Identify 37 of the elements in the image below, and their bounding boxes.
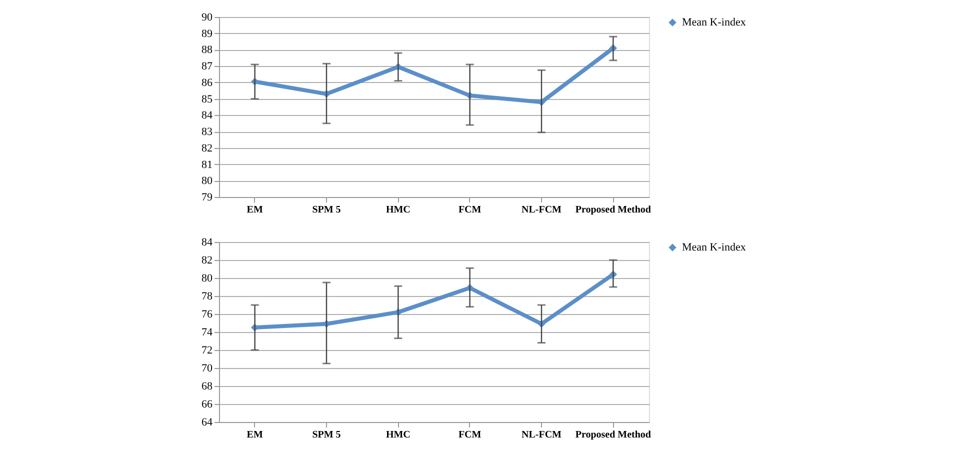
x-tick-label: EM: [246, 430, 264, 440]
y-tick-label: 81: [202, 158, 212, 171]
x-tick-label: Proposed Method: [575, 430, 652, 440]
y-tick-label: 85: [202, 93, 213, 106]
y-tick-label: 72: [202, 344, 212, 356]
y-tick-label: 79: [202, 192, 213, 204]
x-tick-label: HMC: [386, 204, 410, 216]
y-tick-label: 82: [202, 254, 212, 266]
y-tick-label: 82: [202, 142, 212, 154]
y-tick-label: 80: [202, 175, 213, 188]
y-tick-label: 87: [202, 60, 213, 73]
y-tick-label: 78: [202, 290, 213, 302]
x-tick-label: NL-FCM: [522, 204, 562, 216]
y-tick-label: 90: [202, 12, 213, 24]
y-tick-label: 68: [202, 380, 213, 392]
y-tick-label: 80: [202, 272, 213, 284]
y-tick-label: 88: [202, 44, 213, 56]
y-tick-label: 86: [202, 76, 213, 89]
x-tick-label: FCM: [458, 204, 482, 216]
x-tick-label: SPM 5: [312, 204, 341, 216]
legend-label: Mean K-index: [682, 242, 746, 254]
y-tick-label: 84: [202, 110, 213, 122]
y-tick-label: 64: [202, 416, 213, 428]
x-tick-label: SPM 5: [312, 430, 341, 440]
y-tick-label: 74: [202, 326, 213, 338]
x-tick-label: HMC: [386, 430, 410, 440]
x-tick-label: Proposed Method: [575, 204, 652, 216]
x-tick-label: EM: [246, 204, 264, 216]
y-tick-label: 76: [202, 308, 213, 320]
y-tick-label: 66: [202, 398, 213, 410]
y-tick-label: 83: [202, 126, 213, 138]
y-tick-label: 70: [202, 362, 213, 374]
x-tick-label: NL-FCM: [522, 430, 562, 440]
y-tick-label: 84: [202, 236, 213, 248]
x-tick-label: FCM: [458, 430, 482, 440]
legend-label: Mean K-index: [682, 16, 746, 28]
y-tick-label: 89: [202, 28, 213, 40]
